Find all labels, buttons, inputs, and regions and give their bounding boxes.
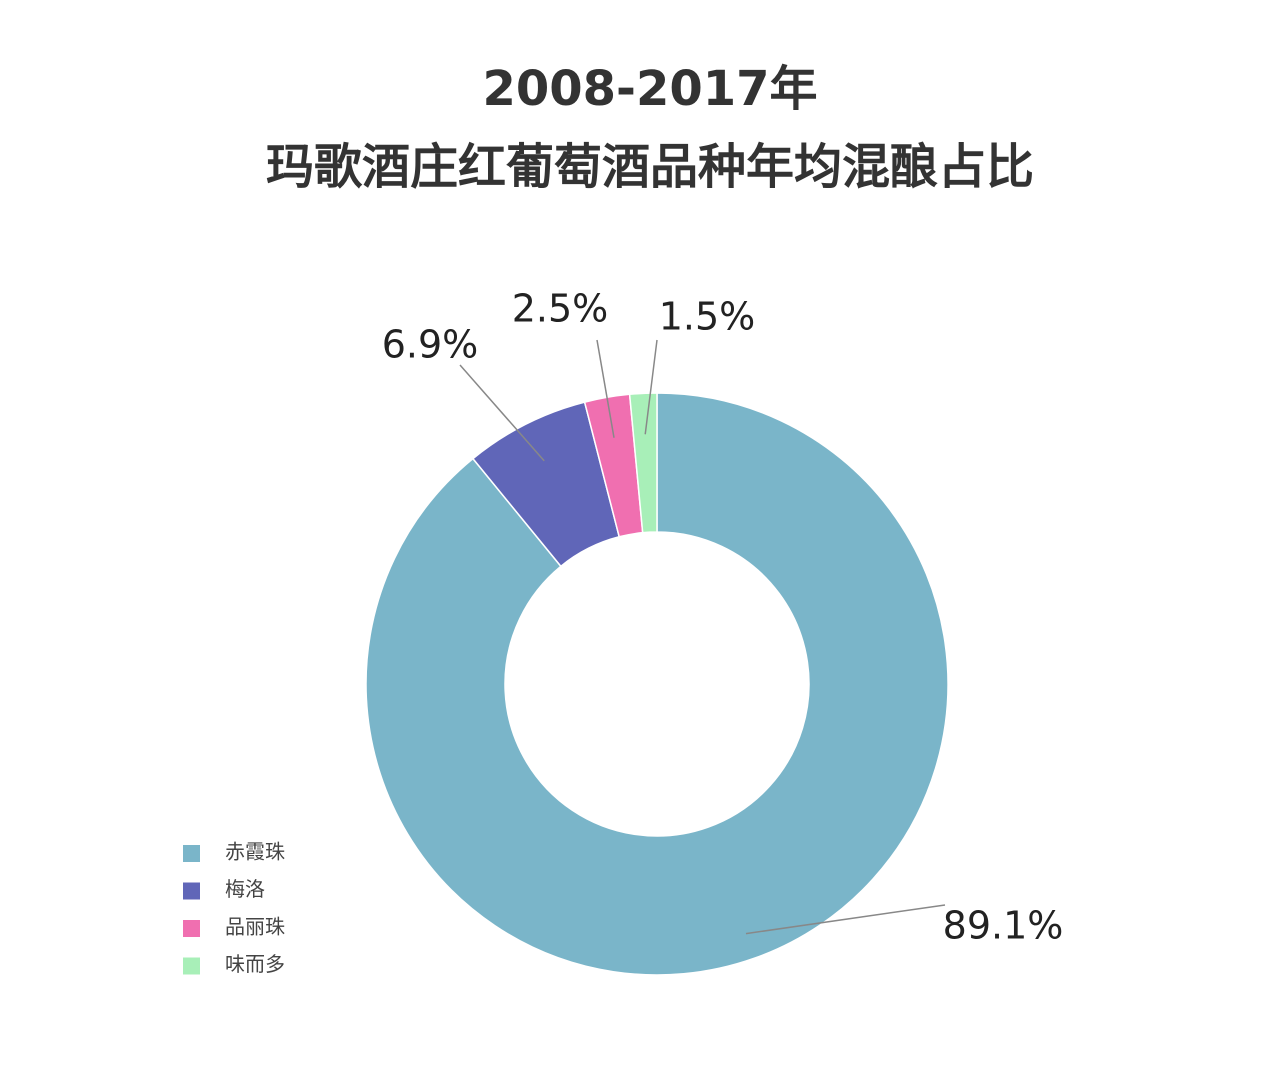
legend-label: 味而多 bbox=[225, 952, 285, 976]
legend-swatch bbox=[183, 920, 200, 937]
slice bbox=[628, 392, 658, 534]
legend-label: 赤霞珠 bbox=[225, 840, 285, 864]
leader-line bbox=[596, 339, 615, 438]
value-label: 1.5% bbox=[659, 295, 756, 339]
leader-line bbox=[745, 904, 946, 935]
slice bbox=[365, 392, 949, 976]
legend-swatch bbox=[183, 882, 200, 900]
value-label: 6.9% bbox=[382, 323, 479, 367]
chart-title: 玛歌酒庄红葡萄酒品种年均混酿占比 bbox=[266, 139, 1034, 195]
leader-line bbox=[644, 339, 658, 435]
legend-label: 品丽珠 bbox=[225, 915, 285, 939]
value-label: 89.1% bbox=[943, 904, 1064, 948]
chart-title: 2008-2017年 bbox=[482, 61, 817, 117]
legend-swatch bbox=[183, 845, 200, 862]
value-label: 2.5% bbox=[512, 287, 609, 331]
legend-label: 梅洛 bbox=[225, 877, 265, 901]
legend-swatch bbox=[183, 957, 200, 975]
leader-line bbox=[459, 364, 545, 462]
